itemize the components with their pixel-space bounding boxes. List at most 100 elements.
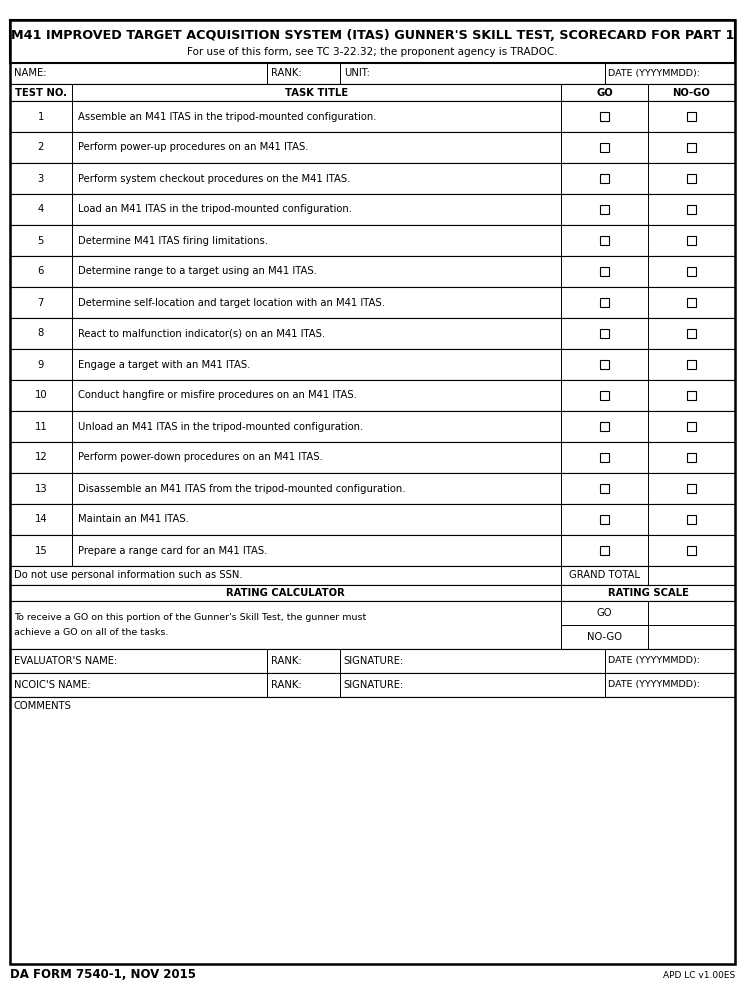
Text: DA FORM 7540-1, NOV 2015: DA FORM 7540-1, NOV 2015 — [10, 969, 196, 982]
Bar — [600, 515, 609, 524]
Bar — [687, 484, 696, 493]
Text: RANK:: RANK: — [271, 69, 302, 79]
Text: 9: 9 — [38, 360, 44, 370]
Bar — [10, 62, 735, 84]
Bar — [687, 298, 696, 307]
Bar — [687, 515, 696, 524]
Text: Perform power-up procedures on an M41 ITAS.: Perform power-up procedures on an M41 IT… — [77, 142, 308, 152]
Bar — [10, 601, 735, 649]
Text: EVALUATOR'S NAME:: EVALUATOR'S NAME: — [14, 656, 117, 666]
Text: Determine M41 ITAS firing limitations.: Determine M41 ITAS firing limitations. — [77, 236, 267, 246]
Text: SIGNATURE:: SIGNATURE: — [344, 680, 404, 690]
Text: RATING SCALE: RATING SCALE — [608, 588, 688, 598]
Text: Perform power-down procedures on an M41 ITAS.: Perform power-down procedures on an M41 … — [77, 453, 323, 463]
Bar — [10, 673, 735, 697]
Bar — [10, 473, 735, 504]
Bar — [10, 101, 735, 132]
Text: 13: 13 — [34, 484, 47, 494]
Text: 6: 6 — [38, 266, 44, 276]
Bar — [600, 329, 609, 338]
Text: RATING CALCULATOR: RATING CALCULATOR — [226, 588, 345, 598]
Text: Conduct hangfire or misfire procedures on an M41 ITAS.: Conduct hangfire or misfire procedures o… — [77, 390, 357, 400]
Text: To receive a GO on this portion of the Gunner's Skill Test, the gunner must: To receive a GO on this portion of the G… — [14, 613, 367, 622]
Bar — [600, 112, 609, 121]
Bar — [10, 194, 735, 225]
Text: Determine range to a target using an M41 ITAS.: Determine range to a target using an M41… — [77, 266, 317, 276]
Bar — [10, 84, 735, 101]
Text: React to malfunction indicator(s) on an M41 ITAS.: React to malfunction indicator(s) on an … — [77, 329, 325, 339]
Text: 5: 5 — [38, 236, 44, 246]
Text: Maintain an M41 ITAS.: Maintain an M41 ITAS. — [77, 514, 188, 524]
Bar — [600, 174, 609, 183]
Bar — [10, 535, 735, 566]
Bar — [10, 442, 735, 473]
Text: COMMENTS: COMMENTS — [14, 701, 72, 711]
Bar — [600, 360, 609, 369]
Text: Prepare a range card for an M41 ITAS.: Prepare a range card for an M41 ITAS. — [77, 545, 267, 555]
Text: 10: 10 — [34, 390, 47, 400]
Text: TEST NO.: TEST NO. — [15, 88, 67, 98]
Bar — [600, 205, 609, 214]
Bar — [687, 546, 696, 555]
Bar — [10, 163, 735, 194]
Bar — [600, 546, 609, 555]
Bar — [600, 143, 609, 152]
Text: 8: 8 — [38, 329, 44, 339]
Bar — [600, 298, 609, 307]
Bar — [10, 318, 735, 349]
Bar — [687, 267, 696, 276]
Text: 2: 2 — [38, 142, 44, 152]
Bar — [687, 453, 696, 462]
Bar — [600, 267, 609, 276]
Text: Do not use personal information such as SSN.: Do not use personal information such as … — [14, 571, 243, 581]
Text: 3: 3 — [38, 173, 44, 183]
Bar — [687, 143, 696, 152]
Text: NAME:: NAME: — [14, 69, 46, 79]
Text: SIGNATURE:: SIGNATURE: — [344, 656, 404, 666]
Bar — [687, 236, 696, 245]
Text: DATE (YYYYMMDD):: DATE (YYYYMMDD): — [609, 680, 700, 689]
Text: Assemble an M41 ITAS in the tripod-mounted configuration.: Assemble an M41 ITAS in the tripod-mount… — [77, 112, 376, 122]
Bar — [600, 484, 609, 493]
Text: 7: 7 — [38, 297, 44, 307]
Text: 15: 15 — [34, 545, 47, 555]
Text: GO: GO — [597, 608, 612, 618]
Text: DATE (YYYYMMDD):: DATE (YYYYMMDD): — [609, 69, 700, 78]
Text: achieve a GO on all of the tasks.: achieve a GO on all of the tasks. — [14, 628, 168, 637]
Text: RANK:: RANK: — [271, 656, 302, 666]
Text: GRAND TOTAL: GRAND TOTAL — [569, 571, 640, 581]
Text: NO-GO: NO-GO — [673, 88, 711, 98]
Text: Engage a target with an M41 ITAS.: Engage a target with an M41 ITAS. — [77, 360, 250, 370]
Text: UNIT:: UNIT: — [344, 69, 370, 79]
Bar — [10, 132, 735, 163]
Text: NCOIC'S NAME:: NCOIC'S NAME: — [14, 680, 91, 690]
Text: M41 IMPROVED TARGET ACQUISITION SYSTEM (ITAS) GUNNER'S SKILL TEST, SCORECARD FOR: M41 IMPROVED TARGET ACQUISITION SYSTEM (… — [11, 28, 734, 41]
Bar — [10, 504, 735, 535]
Bar — [687, 112, 696, 121]
Bar — [10, 287, 735, 318]
Bar — [600, 391, 609, 400]
Bar — [687, 205, 696, 214]
Text: Disassemble an M41 ITAS from the tripod-mounted configuration.: Disassemble an M41 ITAS from the tripod-… — [77, 484, 405, 494]
Text: 11: 11 — [34, 421, 47, 431]
Text: For use of this form, see TC 3-22.32; the proponent agency is TRADOC.: For use of this form, see TC 3-22.32; th… — [187, 47, 558, 57]
Text: APD LC v1.00ES: APD LC v1.00ES — [663, 971, 735, 980]
Text: NO-GO: NO-GO — [587, 632, 622, 642]
Bar — [10, 349, 735, 380]
Bar — [687, 329, 696, 338]
Bar — [687, 360, 696, 369]
Bar — [600, 422, 609, 431]
Bar — [600, 453, 609, 462]
Bar — [10, 566, 735, 585]
Text: RANK:: RANK: — [271, 680, 302, 690]
Text: Load an M41 ITAS in the tripod-mounted configuration.: Load an M41 ITAS in the tripod-mounted c… — [77, 205, 352, 215]
Text: Perform system checkout procedures on the M41 ITAS.: Perform system checkout procedures on th… — [77, 173, 350, 183]
Text: 4: 4 — [38, 205, 44, 215]
Bar — [10, 411, 735, 442]
Text: TASK TITLE: TASK TITLE — [285, 88, 348, 98]
Text: Determine self-location and target location with an M41 ITAS.: Determine self-location and target locat… — [77, 297, 384, 307]
Text: 12: 12 — [34, 453, 47, 463]
Bar — [10, 20, 735, 62]
Text: 1: 1 — [38, 112, 44, 122]
Bar — [10, 649, 735, 673]
